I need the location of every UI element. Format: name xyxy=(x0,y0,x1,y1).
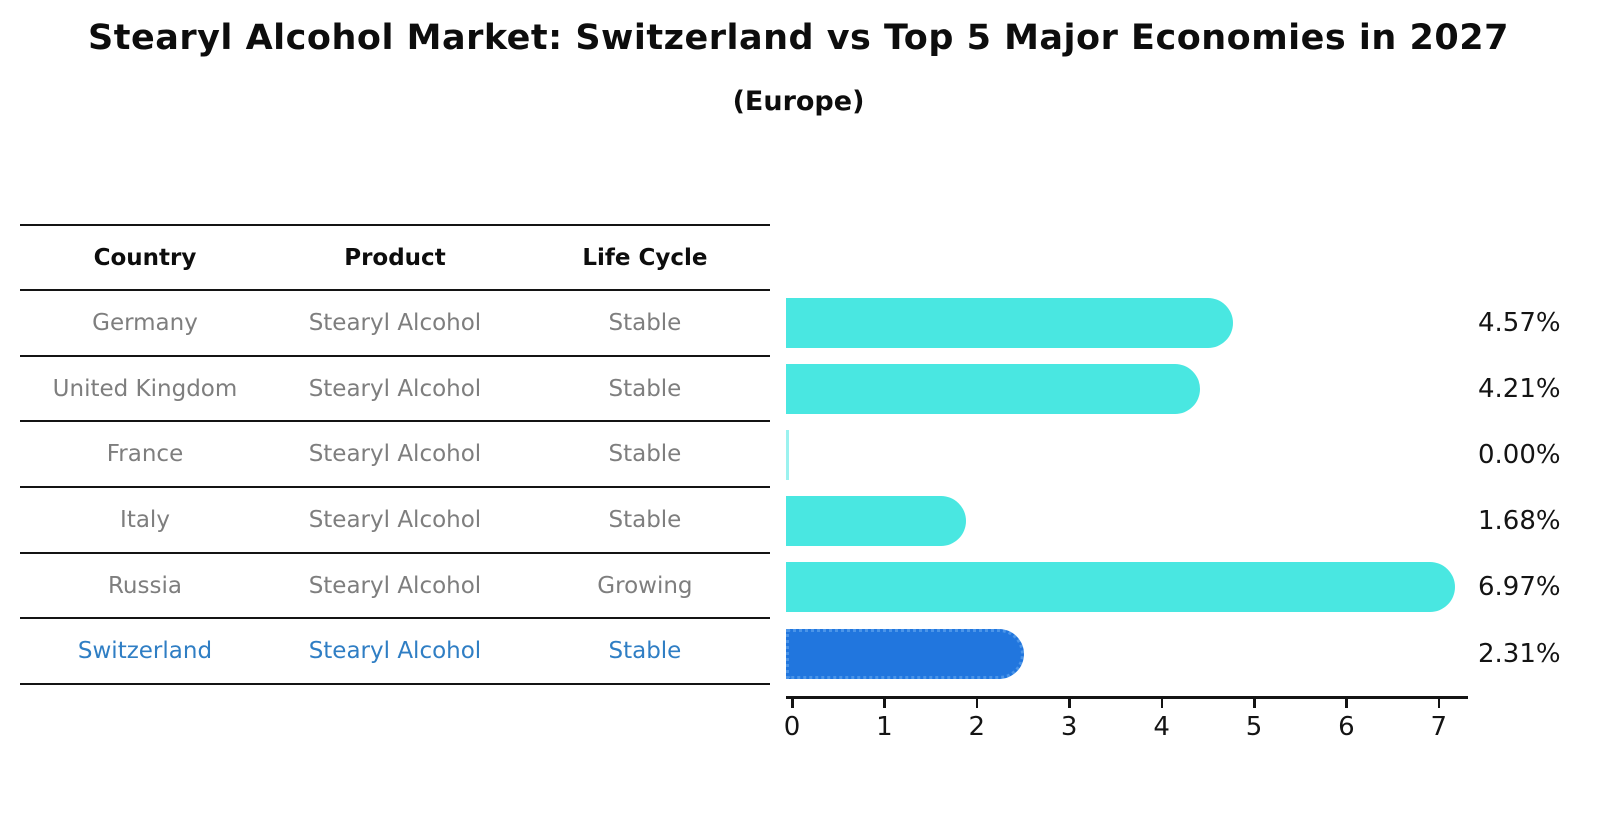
col-header-product: Product xyxy=(344,244,446,271)
x-axis-tick xyxy=(1437,699,1441,708)
table-row: Russia Stearyl Alcohol Growing xyxy=(20,554,770,620)
x-axis-tick xyxy=(791,699,794,708)
cell-product: Stearyl Alcohol xyxy=(308,375,482,402)
bar-france xyxy=(786,429,789,480)
x-axis-tick xyxy=(883,699,886,708)
x-axis-line xyxy=(786,696,1468,699)
cell-country: France xyxy=(106,441,184,468)
bar-united-kingdom xyxy=(786,363,1200,414)
table-row: Germany Stearyl Alcohol Stable xyxy=(20,291,770,357)
cell-product: Stearyl Alcohol xyxy=(308,441,482,468)
value-label-switzerland: 2.31% xyxy=(1478,638,1561,669)
cell-life-cycle: Stable xyxy=(608,441,682,468)
chart-title: Stearyl Alcohol Market: Switzerland vs T… xyxy=(88,18,1509,58)
cell-life-cycle: Stable xyxy=(608,309,682,336)
cell-life-cycle: Growing xyxy=(597,572,693,599)
table-header-row: Country Product Life Cycle xyxy=(20,226,770,291)
table-row: United Kingdom Stearyl Alcohol Stable xyxy=(20,357,770,423)
cell-product: Stearyl Alcohol xyxy=(308,309,482,336)
bar-switzerland xyxy=(786,628,1025,679)
cell-country: Russia xyxy=(107,572,182,599)
value-label-germany: 4.57% xyxy=(1478,307,1561,338)
x-axis-tick-label: 1 xyxy=(876,712,893,742)
table-row-switzerland: Switzerland Stearyl Alcohol Stable xyxy=(20,619,770,686)
cell-product: Stearyl Alcohol xyxy=(308,506,482,533)
x-axis-tick-label: 3 xyxy=(1060,712,1078,742)
x-axis-tick-label: 5 xyxy=(1245,712,1263,742)
col-header-life-cycle: Life Cycle xyxy=(582,244,708,271)
x-axis-tick xyxy=(1253,699,1256,708)
value-label-russia: 6.97% xyxy=(1478,572,1561,603)
bar-germany xyxy=(786,297,1234,348)
x-axis-tick-label: 4 xyxy=(1153,712,1170,742)
table-row: Italy Stearyl Alcohol Stable xyxy=(20,488,770,554)
x-axis-tick xyxy=(1160,699,1164,708)
chart-subtitle: (Europe) xyxy=(732,86,865,117)
cell-country: Switzerland xyxy=(77,638,213,665)
col-header-country: Country xyxy=(93,244,197,271)
cell-country: Germany xyxy=(92,309,198,336)
bar-italy xyxy=(786,496,967,547)
x-axis-tick xyxy=(1068,699,1071,708)
cell-life-cycle: Stable xyxy=(608,506,682,533)
cell-product: Stearyl Alcohol xyxy=(308,572,482,599)
cell-product: Stearyl Alcohol xyxy=(308,638,482,665)
table-row: France Stearyl Alcohol Stable xyxy=(20,422,770,489)
cell-life-cycle: Stable xyxy=(608,375,682,402)
cell-country: United Kingdom xyxy=(52,375,238,402)
country-table: Country Product Life Cycle Germany Stear… xyxy=(20,224,770,686)
cell-country: Italy xyxy=(120,506,170,533)
x-axis-tick-label: 7 xyxy=(1430,712,1448,742)
value-label-france: 0.00% xyxy=(1478,439,1561,470)
x-axis-tick xyxy=(1345,699,1348,708)
cell-life-cycle: Stable xyxy=(608,638,682,665)
x-axis-tick-label: 0 xyxy=(783,712,801,742)
value-label-united-kingdom: 4.21% xyxy=(1478,373,1561,404)
x-axis-tick-label: 2 xyxy=(968,712,986,742)
bar-russia xyxy=(786,562,1456,613)
x-axis-tick xyxy=(975,699,979,708)
value-label-italy: 1.68% xyxy=(1478,506,1561,537)
x-axis-tick-label: 6 xyxy=(1338,712,1355,742)
